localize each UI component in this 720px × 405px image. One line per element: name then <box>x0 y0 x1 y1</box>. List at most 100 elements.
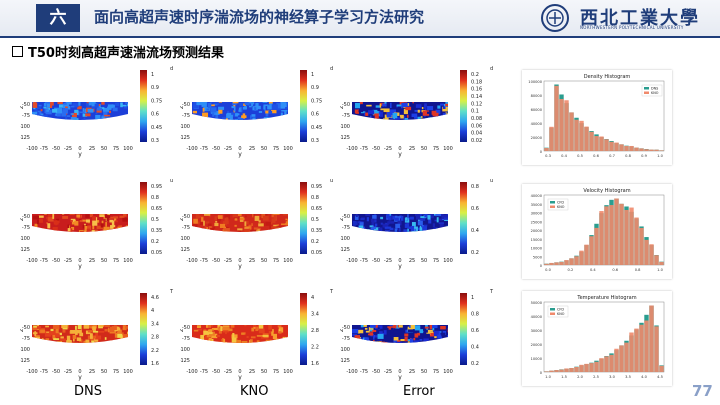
colorbar-tick: 1 <box>151 72 154 78</box>
y-tick-label: -125 <box>340 135 350 141</box>
y-tick-label: -75 <box>22 113 30 119</box>
histogram-bar-series-b <box>594 136 599 151</box>
hist-y-tick: 40000 <box>531 194 543 198</box>
colorbar-title: T <box>169 289 174 295</box>
histogram-bar-series-b <box>594 227 599 265</box>
x-tick-label: -100 <box>26 146 37 152</box>
y-tick-label: -125 <box>340 247 350 253</box>
x-tick-label: -100 <box>186 369 197 375</box>
x-tick-label: -100 <box>26 369 37 375</box>
hist-y-tick: 10000 <box>531 247 543 251</box>
x-tick-label: -75 <box>360 146 368 152</box>
histogram-bar-series-b <box>554 85 559 151</box>
colorbar-tick: 2.8 <box>311 328 319 334</box>
histogram-bar-series-b <box>624 209 629 265</box>
x-axis-label: y <box>238 374 242 381</box>
field-plot-d-dns: -50-75-100-125-100-75-50-250255075100yzd… <box>18 64 180 164</box>
colorbar-tick: 0.12 <box>471 101 482 107</box>
checkbox-icon <box>12 46 23 57</box>
histogram-bar-series-b <box>589 131 594 151</box>
colorbar-tick: 0.95 <box>311 184 322 190</box>
y-tick-label: -75 <box>182 225 190 231</box>
y-axis-label: z <box>180 106 185 109</box>
hist-y-tick: 20000 <box>531 229 543 233</box>
colorbar-tick: 0.05 <box>151 250 162 256</box>
colorbar-tick: 0.35 <box>151 228 162 234</box>
histogram-bar-series-b <box>639 148 644 151</box>
y-axis-label: z <box>180 218 185 221</box>
y-tick-label: -100 <box>340 236 350 242</box>
histogram-title: Temperature Histogram <box>576 295 636 301</box>
colorbar <box>300 182 307 254</box>
y-axis-label: z <box>20 218 25 221</box>
histogram-bar-series-b <box>624 342 629 372</box>
hist-x-tick: 0.4 <box>590 268 596 272</box>
hist-y-tick: 80000 <box>531 94 543 98</box>
hist-x-tick: 0.6 <box>612 268 618 272</box>
colorbar-tick: 3.4 <box>311 312 319 318</box>
histogram-bar-series-b <box>554 262 559 265</box>
colorbar-tick: 0.6 <box>471 328 479 334</box>
legend-label: CFD <box>557 308 564 312</box>
x-tick-label: -50 <box>372 369 380 375</box>
hist-y-tick: 30000 <box>531 329 543 333</box>
x-tick-label: 75 <box>433 369 439 375</box>
x-tick-label: -25 <box>64 146 72 152</box>
x-axis-label: y <box>398 151 402 158</box>
histogram-bar-series-b <box>634 147 639 151</box>
colorbar-tick: 0.02 <box>471 138 482 144</box>
histogram-bar-series-b <box>644 239 649 265</box>
x-axis-label: y <box>78 374 82 381</box>
hist-y-tick: 35000 <box>531 203 543 207</box>
histogram-bar-series-b <box>554 370 559 372</box>
histogram-temperature: Temperature Histogram 50000 40000 30000 2000… <box>522 291 672 386</box>
y-tick-label: -50 <box>182 214 190 220</box>
label-dns: DNS <box>74 384 102 399</box>
x-tick-label: 75 <box>113 258 119 264</box>
x-tick-label: -100 <box>186 146 197 152</box>
x-tick-label: -50 <box>52 146 60 152</box>
histogram-bar-series-b <box>649 149 654 151</box>
colorbar-tick: 0.6 <box>471 206 479 212</box>
x-tick-label: 0 <box>238 369 241 375</box>
legend-box <box>641 84 663 97</box>
histogram-bar-series-b <box>644 320 649 372</box>
x-tick-label: 25 <box>249 146 255 152</box>
hist-x-tick: 1.5 <box>561 375 567 379</box>
y-axis-label: z <box>180 329 185 332</box>
y-tick-label: -50 <box>22 102 30 108</box>
histogram-bar-series-b <box>559 369 564 372</box>
histogram-title: Velocity Histogram <box>583 188 630 194</box>
colorbar-tick: 0.06 <box>471 123 482 129</box>
colorbar-tick: 1.6 <box>311 361 319 367</box>
colorbar-tick: 0.14 <box>471 94 482 100</box>
hist-y-tick: 5000 <box>533 255 543 259</box>
x-tick-label: -50 <box>372 146 380 152</box>
colorbar-tick: 0.2 <box>471 250 479 256</box>
y-tick-label: -75 <box>182 113 190 119</box>
x-tick-label: -100 <box>346 369 357 375</box>
legend-label: CFD <box>557 201 564 205</box>
x-tick-label: 0 <box>238 146 241 152</box>
y-axis-label: z <box>20 106 25 109</box>
histogram-bar-series-b <box>654 149 659 151</box>
histogram-bar-series-b <box>639 227 644 265</box>
x-tick-label: 100 <box>283 146 293 152</box>
x-tick-label: -100 <box>186 258 197 264</box>
colorbar <box>300 70 307 142</box>
x-tick-label: -75 <box>40 258 48 264</box>
x-tick-label: 0 <box>78 369 81 375</box>
hist-y-tick: 10000 <box>531 357 543 361</box>
hist-x-tick: 1.0 <box>545 375 551 379</box>
histogram-bar-series-b <box>629 207 634 265</box>
histogram-bar-series-b <box>659 365 664 372</box>
colorbar-title: T <box>329 289 334 295</box>
legend-label: KNO <box>651 91 659 95</box>
colorbar <box>140 182 147 254</box>
x-tick-label: 0 <box>238 258 241 264</box>
histogram-bar-series-b <box>649 244 654 265</box>
hist-x-tick: 0.5 <box>577 154 583 158</box>
legend-swatch <box>550 201 555 204</box>
hist-y-tick: 100000 <box>528 80 542 84</box>
y-tick-label: -50 <box>342 102 350 108</box>
